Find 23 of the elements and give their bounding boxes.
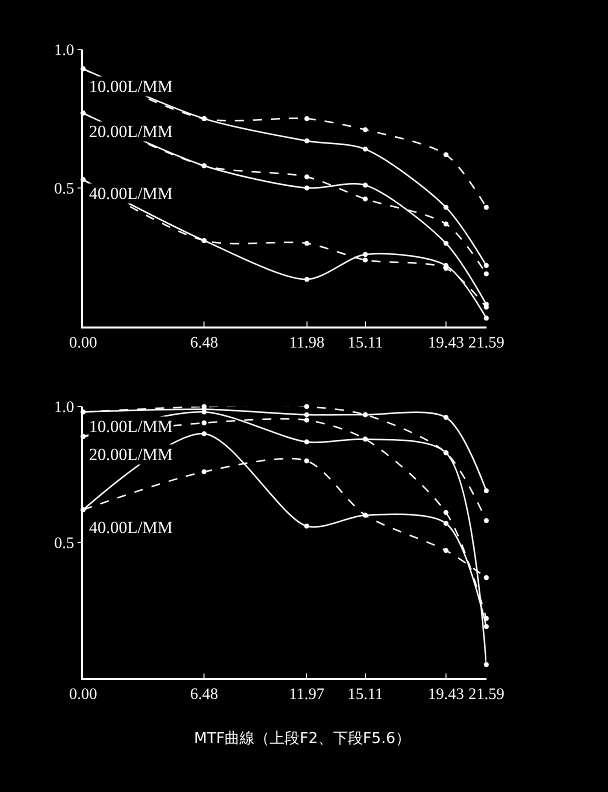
x-tick-label: 0.00	[69, 686, 98, 704]
x-tick-label: 0.00	[69, 334, 98, 352]
x-tick-label: 11.98	[289, 334, 325, 352]
x-tick-label: 21.59	[468, 686, 504, 704]
x-tick-label: 15.11	[348, 686, 384, 704]
annotation: 10.00L/MM	[89, 77, 173, 96]
x-tick-label: 21.59	[468, 334, 504, 352]
text: MTF曲線（上段F2、下段F5.6）	[194, 729, 410, 747]
annotation: 40.00L/MM	[89, 184, 173, 203]
x-tick-label: 6.48	[190, 334, 218, 352]
x-tick-label: 6.48	[190, 686, 218, 704]
annotation: 20.00L/MM	[89, 122, 173, 141]
y-tick-label: 0.5	[54, 534, 74, 552]
x-tick-label: 19.43	[428, 686, 464, 704]
annotation: 20.00L/MM	[89, 445, 173, 464]
y-tick-label: 0.5	[54, 180, 74, 198]
x-tick-label: 15.11	[348, 334, 384, 352]
x-tick-label: 11.97	[288, 686, 324, 704]
annotation: 10.00L/MM	[89, 417, 173, 436]
x-tick-label: 19.43	[428, 334, 464, 352]
y-tick-label: 1.0	[54, 42, 74, 59]
annotation: 40.00L/MM	[89, 518, 173, 537]
y-tick-label: 1.0	[54, 399, 74, 416]
